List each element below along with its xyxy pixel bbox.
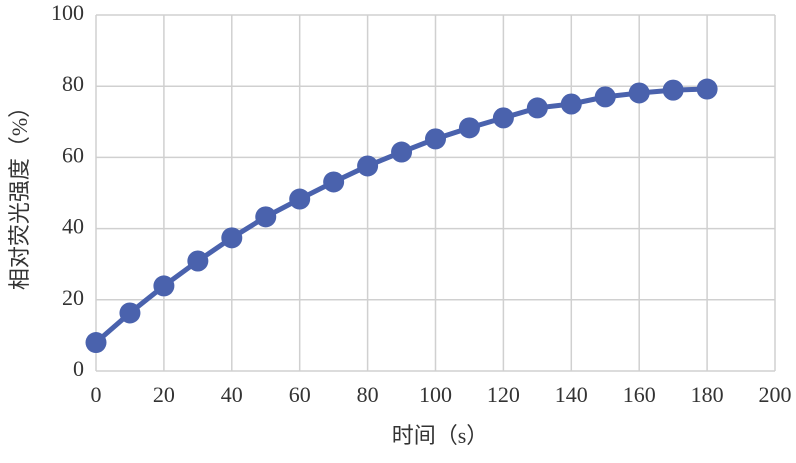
marker — [391, 141, 413, 163]
marker — [696, 78, 718, 100]
marker — [187, 250, 209, 272]
x-tick-label: 180 — [691, 382, 724, 407]
marker — [255, 206, 277, 228]
marker — [628, 82, 650, 104]
y-axis-label: 相对荧光强度（%） — [7, 96, 32, 290]
line — [94, 86, 708, 345]
x-tick-label: 80 — [357, 382, 379, 407]
marker — [153, 275, 175, 297]
y-tick-label: 0 — [73, 356, 84, 381]
marker — [289, 188, 311, 210]
y-tick-label: 40 — [62, 214, 84, 239]
x-tick-label: 60 — [289, 382, 311, 407]
x-axis-label: 时间（s） — [392, 423, 489, 448]
marker — [560, 93, 582, 115]
marker — [662, 79, 684, 101]
y-tick-label: 100 — [51, 0, 84, 25]
marker — [492, 107, 514, 129]
marker — [85, 332, 107, 354]
x-tick-label: 120 — [487, 382, 520, 407]
marker — [119, 302, 141, 324]
y-tick-label: 60 — [62, 142, 84, 167]
marker — [526, 97, 548, 119]
x-tick-label: 0 — [91, 382, 102, 407]
x-tick-label: 100 — [419, 382, 452, 407]
y-tick-label: 20 — [62, 285, 84, 310]
marker — [323, 171, 345, 193]
marker — [458, 117, 480, 139]
marker — [425, 128, 446, 150]
marker — [221, 227, 243, 249]
marker — [357, 155, 379, 177]
x-tick-label: 160 — [623, 382, 656, 407]
marker — [594, 86, 616, 108]
x-tick-label: 20 — [153, 382, 175, 407]
x-tick-label: 140 — [555, 382, 588, 407]
x-tick-label: 200 — [759, 382, 792, 407]
y-tick-label: 80 — [62, 71, 84, 96]
x-tick-label: 40 — [221, 382, 243, 407]
